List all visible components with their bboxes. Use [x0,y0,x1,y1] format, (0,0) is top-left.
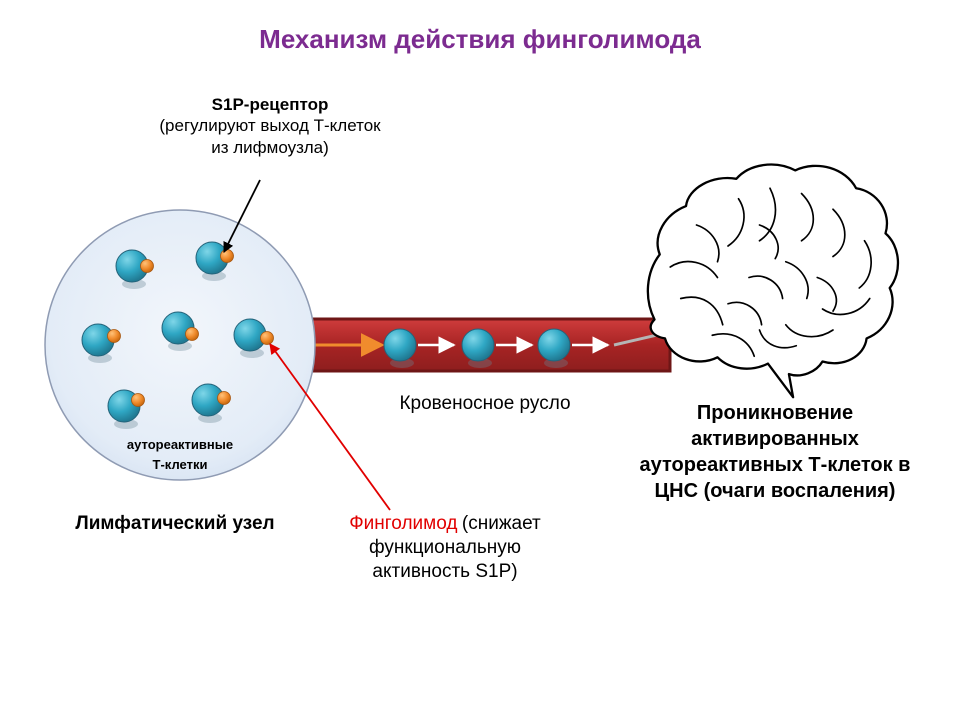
tcells-line1: ауто­реактивные [105,435,255,455]
lymph-node-label: Лимфатический узел [45,512,305,536]
s1p-title: S1P-рецептор [150,94,390,115]
s1p-sub: (регулируют выход Т-клеток из лифмоузла) [150,115,390,158]
diagram-canvas: Механизм действия финголимода [0,0,960,720]
fingolimod-label: Финголимод (снижает функциональную актив… [330,512,560,583]
tcells-label: ауто­реактивные Т-клетки [105,435,255,474]
diagram-svg [0,0,960,720]
s1p-label: S1P-рецептор (регулируют выход Т-клеток … [150,94,390,158]
cns-label: Проникновение активированных аутореактив… [630,400,920,504]
bloodstream-label: Кровеносное русло [370,392,600,416]
tcells-line2: Т-клетки [105,455,255,475]
fingolimod-title: Финголимод [349,513,457,534]
brain-icon [648,165,898,398]
